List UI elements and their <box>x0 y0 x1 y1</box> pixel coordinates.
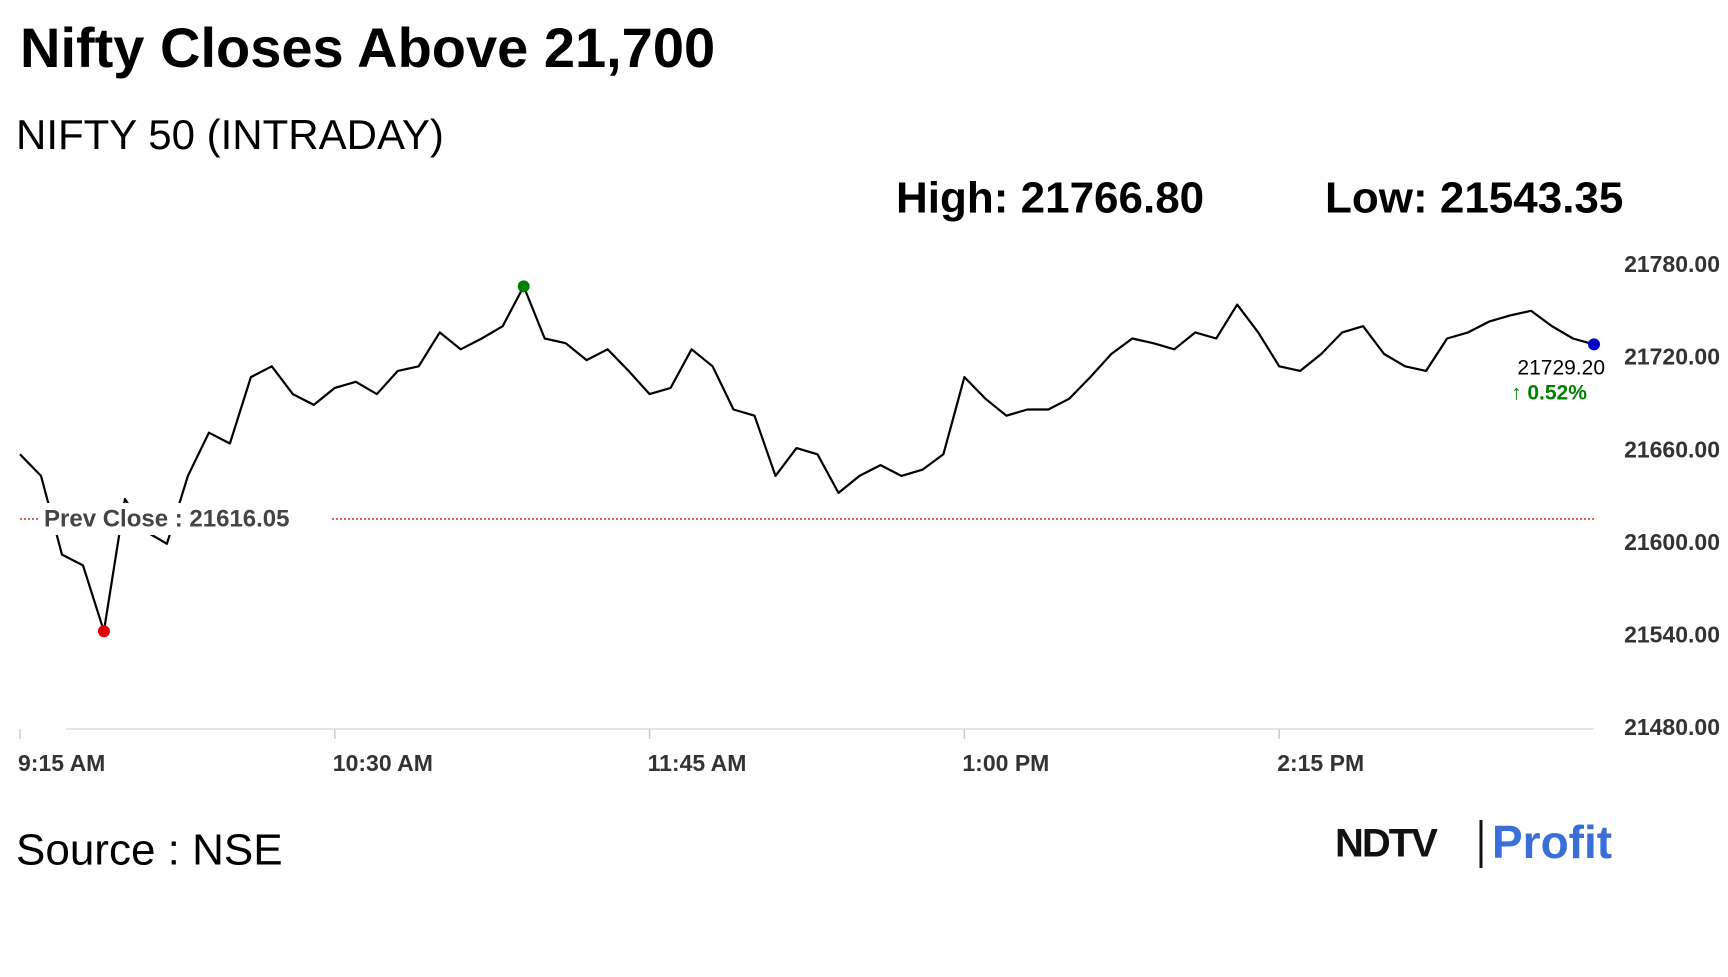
x-tick-label: 1:00 PM <box>962 750 1049 776</box>
prev-close-label-bg <box>38 503 330 536</box>
source: Source : NSE <box>16 826 283 875</box>
prev-close-label: Prev Close : 21616.05 <box>44 505 290 532</box>
last-value-label: 21729.20 <box>1517 357 1605 380</box>
y-tick-label: 21720.00 <box>1624 344 1720 370</box>
price-line <box>19 285 1595 633</box>
logo-profit: Profit <box>1492 816 1612 868</box>
y-tick-label: 21480.00 <box>1624 714 1720 740</box>
low-marker <box>97 625 110 638</box>
chart-subtitle: NIFTY 50 (INTRADAY) <box>16 111 444 158</box>
x-tick-label: 10:30 AM <box>333 750 433 776</box>
x-tick-label: 11:45 AM <box>648 750 747 776</box>
x-tick-label: 2:15 PM <box>1277 750 1364 776</box>
high-label: High: 21766.80 <box>896 174 1204 223</box>
logo: NDTV Profit <box>1335 816 1612 868</box>
logo-ndtv: NDTV <box>1335 822 1438 866</box>
y-tick-label: 21600.00 <box>1624 529 1720 555</box>
x-tick-label: 9:15 AM <box>18 750 105 776</box>
last-marker <box>1588 338 1600 351</box>
y-tick-label: 21540.00 <box>1624 621 1720 647</box>
y-tick-label: 21780.00 <box>1624 251 1720 277</box>
low-label: Low: 21543.35 <box>1325 174 1623 223</box>
y-tick-label: 21660.00 <box>1624 436 1720 462</box>
chart-title: Nifty Closes Above 21,700 <box>20 16 715 79</box>
last-change-label: ↑ 0.52% <box>1511 382 1587 405</box>
high-marker <box>517 280 530 293</box>
